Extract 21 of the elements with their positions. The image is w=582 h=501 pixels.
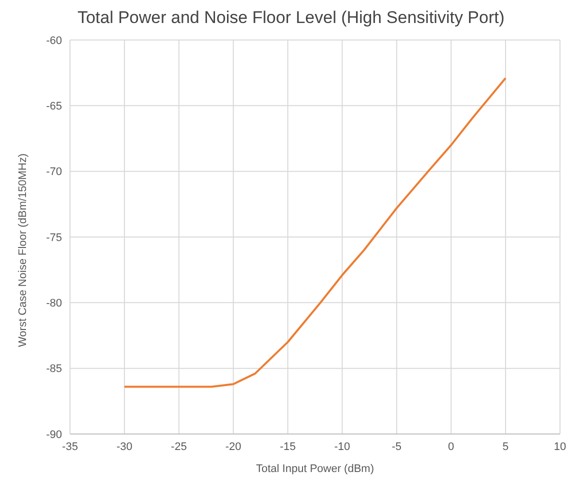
y-tick-label: -85 [46, 363, 62, 376]
x-tick-label: 0 [448, 440, 454, 453]
y-tick-label: -75 [46, 232, 62, 244]
y-tick-label: -65 [46, 100, 62, 113]
chart-title: Total Power and Noise Floor Level (High Sensitivity Port) [76, 8, 506, 28]
y-axis-title: Worst Case Noise Floor (dBm/150MHz) [16, 153, 29, 347]
x-tick-label: -20 [225, 440, 242, 453]
y-tick-label: -80 [46, 298, 62, 310]
y-tick-label: -70 [46, 166, 62, 178]
x-axis-title: Total Input Power (dBm) [256, 463, 374, 475]
x-tick-label: -5 [392, 440, 402, 453]
x-tick-label: 10 [554, 440, 566, 453]
x-tick-label: -15 [280, 440, 296, 453]
y-tick-label: -90 [46, 428, 62, 441]
x-tick-label: -25 [170, 440, 187, 453]
x-tick-label: -10 [334, 440, 350, 453]
y-tick-label: -60 [46, 34, 62, 47]
x-tick-label: -30 [116, 440, 132, 453]
line-series [123, 77, 507, 388]
x-tick-label: -35 [62, 440, 78, 453]
x-tick-label: 5 [502, 440, 509, 453]
